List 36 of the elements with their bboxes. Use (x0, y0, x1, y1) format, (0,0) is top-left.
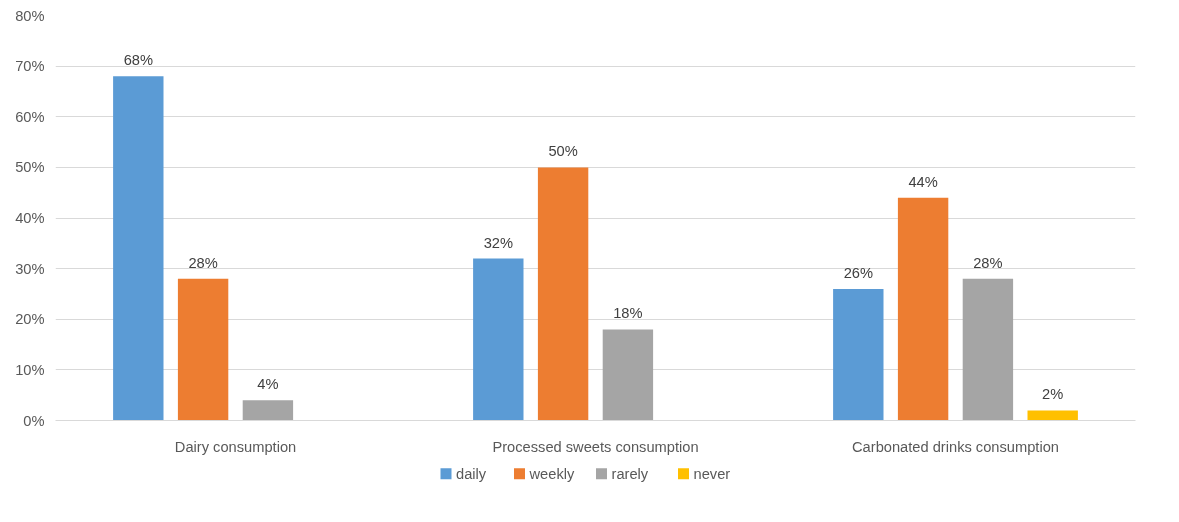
bar (833, 288, 884, 421)
legend-label: rarely (611, 465, 649, 482)
legend-label: weekly (528, 465, 575, 482)
data-label: 18% (613, 305, 643, 322)
bar (1027, 410, 1078, 421)
bar (242, 400, 294, 421)
x-tick-label: Carbonated drinks consumption (852, 438, 1059, 455)
y-tick-label: 10% (15, 361, 45, 378)
data-label: 28% (973, 254, 1003, 271)
bar (113, 76, 164, 421)
bar (897, 197, 949, 421)
y-tick-label: 80% (15, 7, 45, 24)
data-label: 28% (188, 254, 218, 271)
bar (177, 278, 229, 421)
data-label: 26% (843, 264, 873, 281)
bar (962, 278, 1014, 421)
y-tick-label: 60% (15, 108, 45, 125)
bar (537, 167, 589, 421)
data-label: 44% (908, 173, 938, 190)
x-tick-label: Dairy consumption (174, 438, 297, 455)
legend-label: never (693, 465, 731, 482)
x-tick-label: Processed sweets consumption (492, 438, 699, 455)
y-tick-label: 30% (15, 260, 45, 277)
y-tick-label: 40% (15, 210, 45, 226)
data-label: 32% (483, 234, 513, 251)
y-tick-label: 20% (15, 311, 45, 328)
data-label: 68% (123, 52, 153, 69)
data-label: 50% (548, 143, 578, 160)
y-tick-label: 50% (15, 159, 45, 176)
y-tick-label: 70% (15, 58, 45, 75)
legend-label: daily (456, 465, 487, 482)
data-label: 2% (1042, 386, 1064, 403)
data-label: 4% (257, 376, 279, 393)
bar (602, 329, 654, 421)
y-tick-label: 0% (23, 412, 45, 429)
bar (473, 258, 524, 421)
